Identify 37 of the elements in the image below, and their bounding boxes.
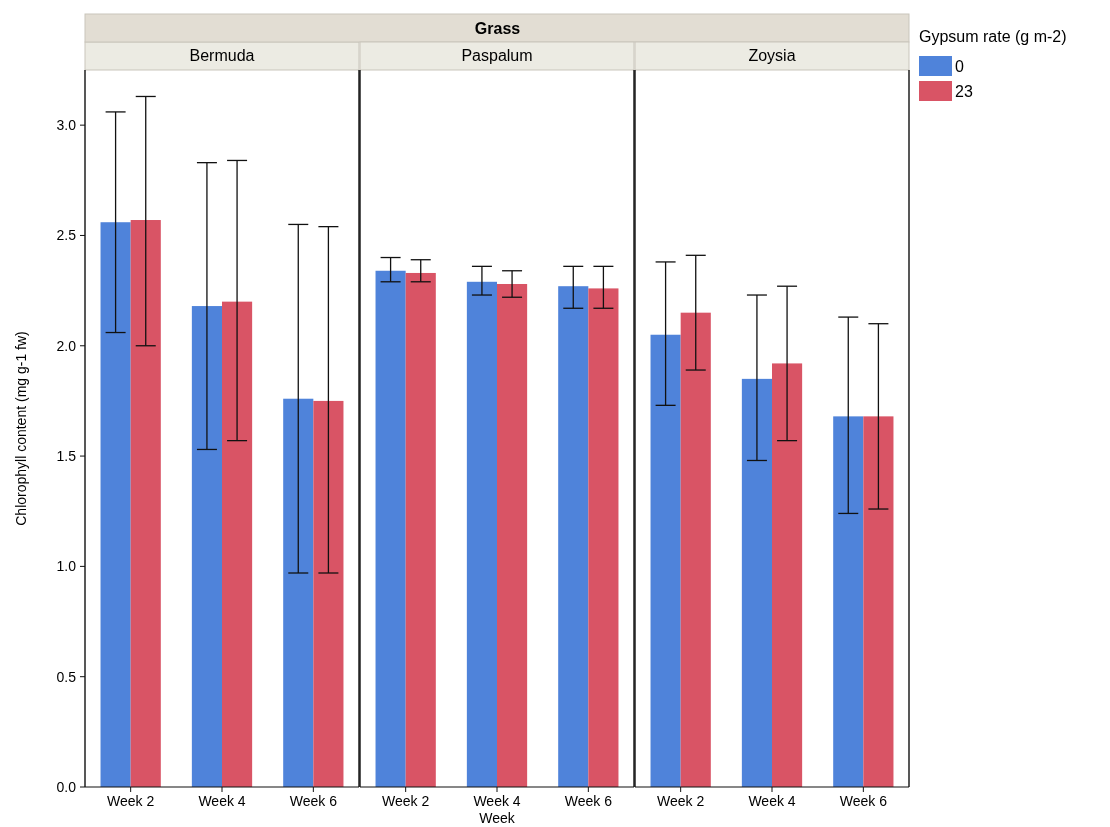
- bar: [650, 334, 681, 787]
- bar: [130, 220, 161, 787]
- chart-title: Paspalum: [461, 47, 533, 64]
- x-tick-label: Week 4: [473, 793, 521, 809]
- bar: [772, 363, 803, 787]
- bar: [833, 416, 864, 787]
- legend-label: 0: [955, 58, 964, 75]
- x-tick-label: Week 4: [748, 793, 796, 809]
- bar: [741, 378, 772, 787]
- y-tick-label: 3.0: [56, 117, 77, 134]
- x-tick-label: Week 2: [657, 793, 705, 809]
- chart-title: Bermuda: [189, 47, 255, 64]
- y-tick-label: 0.0: [56, 779, 77, 795]
- bar: [222, 301, 253, 787]
- text: Grass: [474, 20, 521, 37]
- y-tick-label: 1.0: [56, 558, 77, 575]
- bar: [863, 416, 894, 787]
- y-tick-label: 0.5: [56, 668, 77, 685]
- x-tick-label: Week 4: [198, 793, 246, 809]
- bar: [191, 306, 222, 787]
- x-tick-label: Week 2: [382, 793, 430, 809]
- x-axis-title: Week: [479, 810, 516, 826]
- bar: [680, 312, 711, 787]
- y-tick-label: 2.5: [56, 227, 77, 244]
- bar: [313, 400, 344, 787]
- x-tick-label: Week 2: [107, 793, 155, 809]
- x-tick-label: Week 6: [839, 793, 888, 809]
- legend-label: 23: [955, 83, 973, 100]
- chart-title: Zoysia: [748, 47, 796, 64]
- y-tick-label: 1.5: [56, 448, 77, 465]
- x-tick-label: Week 6: [289, 793, 338, 809]
- y-tick-label: 2.0: [56, 337, 77, 354]
- bar: [283, 398, 314, 787]
- bar: [100, 222, 131, 787]
- legend-title: Gypsum rate (g m-2): [919, 28, 1067, 45]
- y-axis-title: Chlorophyll content (mg g-1 fw): [13, 331, 29, 526]
- x-tick-label: Week 6: [564, 793, 613, 809]
